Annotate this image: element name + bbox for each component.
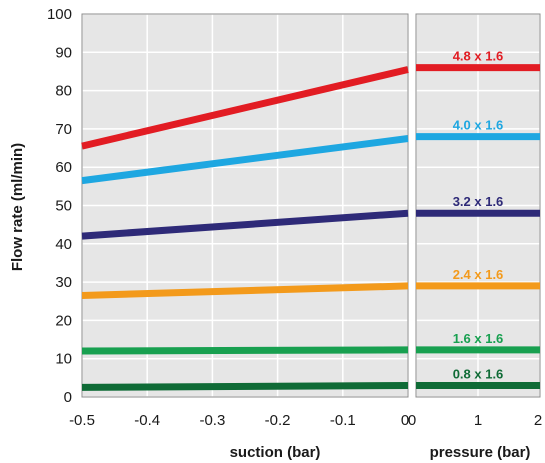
panels-layer xyxy=(81,13,541,398)
y-tick-label: 50 xyxy=(55,198,72,215)
x-tick-label-suction: -0.4 xyxy=(134,412,160,429)
series-label: 0.8 x 1.6 xyxy=(453,367,504,382)
plot-frame-suction xyxy=(81,13,409,398)
x-tick-label-suction: -0.3 xyxy=(199,412,225,429)
y-tick-label: 0 xyxy=(64,389,72,406)
x-axis-title-suction: suction (bar) xyxy=(230,444,321,461)
y-tick-label: 30 xyxy=(55,274,72,291)
series-labels-layer: 4.8 x 1.6 4.0 x 1.6 3.2 x 1.6 2.4 x 1.6 1.6 … xyxy=(453,49,504,382)
series-label: 1.6 x 1.6 xyxy=(453,331,504,346)
x-tick-label-pressure: 0 xyxy=(408,412,416,429)
series-label: 4.0 x 1.6 xyxy=(453,118,504,133)
x-tick-label-suction: -0.5 xyxy=(69,412,95,429)
series-lines-layer xyxy=(81,64,540,391)
plot-frame-pressure xyxy=(415,13,541,398)
x-axis-title-pressure: pressure (bar) xyxy=(430,444,531,461)
x-tick-label-pressure: 1 xyxy=(474,412,482,429)
y-tick-label: 10 xyxy=(55,351,72,368)
x-tick-label-pressure: 2 xyxy=(534,412,542,429)
series-line-suction xyxy=(81,282,409,299)
y-tick-label: 60 xyxy=(55,159,72,176)
x-tick-label-suction: -0.1 xyxy=(330,412,356,429)
y-tick-label: 70 xyxy=(55,121,72,138)
series-line-suction xyxy=(81,135,409,185)
series-line-suction xyxy=(81,382,409,391)
series-line-suction xyxy=(81,209,409,240)
x-tick-label-suction: -0.2 xyxy=(265,412,291,429)
y-tick-label: 90 xyxy=(55,44,72,61)
y-tick-label: 20 xyxy=(55,312,72,329)
y-tick-label: 80 xyxy=(55,83,72,100)
y-tick-label: 100 xyxy=(47,6,72,23)
series-line-suction xyxy=(81,346,409,355)
series-label: 2.4 x 1.6 xyxy=(453,267,504,282)
y-axis-title: Flow rate (ml/min) xyxy=(9,143,26,271)
series-label: 3.2 x 1.6 xyxy=(453,194,504,209)
y-tick-label: 40 xyxy=(55,236,72,253)
series-line-suction xyxy=(81,66,409,150)
x-tick-label-suction: 0 xyxy=(401,412,409,429)
series-label: 4.8 x 1.6 xyxy=(453,49,504,64)
